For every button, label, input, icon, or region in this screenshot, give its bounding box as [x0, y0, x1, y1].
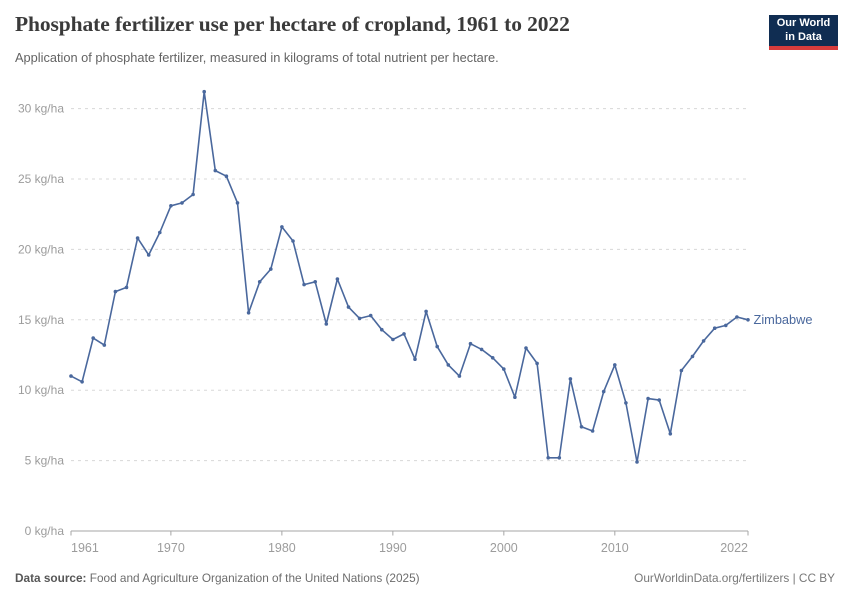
x-axis-label: 2022	[720, 541, 748, 555]
data-point[interactable]	[679, 368, 684, 373]
data-point[interactable]	[380, 327, 384, 332]
data-point[interactable]	[624, 401, 628, 405]
data-point[interactable]	[235, 201, 240, 205]
y-axis-label: 0 kg/ha	[25, 524, 65, 538]
data-point[interactable]	[712, 326, 717, 331]
data-point[interactable]	[457, 374, 462, 378]
data-point[interactable]	[324, 322, 329, 326]
data-point[interactable]	[690, 354, 695, 359]
data-point[interactable]	[479, 347, 484, 352]
x-axis-label: 1970	[157, 541, 185, 555]
data-source: Data source: Food and Agriculture Organi…	[15, 571, 420, 585]
data-point[interactable]	[69, 374, 73, 378]
y-axis-label: 30 kg/ha	[18, 102, 64, 116]
y-axis-label: 15 kg/ha	[18, 313, 64, 327]
owid-logo-line1: Our World	[776, 16, 831, 29]
data-point[interactable]	[391, 337, 395, 342]
owid-logo-line2: in Data	[785, 30, 822, 43]
y-axis-label: 5 kg/ha	[25, 454, 65, 468]
data-point[interactable]	[635, 460, 639, 464]
data-point[interactable]	[213, 168, 218, 173]
data-point[interactable]	[468, 341, 473, 346]
data-point[interactable]	[402, 332, 406, 336]
data-point[interactable]	[124, 285, 129, 290]
data-point[interactable]	[446, 363, 451, 367]
data-point[interactable]	[513, 395, 517, 400]
data-point[interactable]	[335, 277, 340, 281]
data-point[interactable]	[535, 361, 539, 366]
x-axis-label: 2010	[601, 541, 629, 555]
data-point[interactable]	[169, 204, 173, 208]
data-point[interactable]	[91, 336, 95, 340]
data-point[interactable]	[346, 305, 351, 309]
data-point[interactable]	[80, 380, 84, 384]
x-axis-label: 1990	[379, 541, 407, 555]
data-point[interactable]	[413, 357, 417, 362]
data-point[interactable]	[601, 389, 606, 394]
data-point[interactable]	[735, 315, 739, 319]
chart-subtitle: Application of phosphate fertilizer, mea…	[15, 50, 499, 65]
data-point[interactable]	[657, 398, 661, 402]
x-axis-label: 1961	[71, 541, 99, 555]
x-axis-label: 2000	[490, 541, 518, 555]
data-point[interactable]	[490, 356, 495, 360]
series-label-zimbabwe[interactable]: Zimbabwe	[754, 312, 813, 327]
data-point[interactable]	[668, 432, 673, 436]
data-point[interactable]	[191, 192, 195, 197]
data-point[interactable]	[746, 318, 750, 322]
x-axis-label: 1980	[268, 541, 296, 555]
data-point[interactable]	[269, 267, 273, 271]
data-point[interactable]	[146, 253, 151, 257]
data-point[interactable]	[246, 311, 251, 315]
y-axis-label: 25 kg/ha	[18, 172, 64, 186]
data-point[interactable]	[524, 346, 528, 350]
data-point[interactable]	[102, 343, 107, 347]
data-point[interactable]	[302, 282, 306, 287]
data-point[interactable]	[113, 289, 118, 294]
data-point[interactable]	[646, 396, 650, 401]
data-point[interactable]	[435, 344, 440, 349]
chart-footer: Data source: Food and Agriculture Organi…	[15, 571, 835, 585]
data-point[interactable]	[313, 280, 318, 284]
page-title: Phosphate fertilizer use per hectare of …	[15, 12, 570, 36]
data-point[interactable]	[724, 323, 728, 328]
data-point[interactable]	[557, 456, 562, 460]
y-axis-label: 20 kg/ha	[18, 242, 64, 256]
data-point[interactable]	[590, 429, 595, 433]
credit-line: OurWorldinData.org/fertilizers | CC BY	[634, 571, 835, 585]
data-point[interactable]	[291, 239, 295, 243]
data-point[interactable]	[357, 316, 362, 321]
data-point[interactable]	[224, 174, 229, 178]
owid-logo: Our World in Data	[769, 15, 838, 50]
data-point[interactable]	[257, 280, 262, 284]
data-source-text: Food and Agriculture Organization of the…	[86, 571, 420, 585]
data-point[interactable]	[701, 339, 706, 343]
data-point[interactable]	[180, 201, 184, 205]
data-point[interactable]	[158, 230, 162, 235]
series-line-zimbabwe[interactable]	[70, 90, 749, 463]
data-point[interactable]	[502, 367, 506, 371]
data-point[interactable]	[568, 377, 573, 381]
data-point[interactable]	[202, 89, 206, 94]
data-point[interactable]	[546, 456, 550, 460]
data-point[interactable]	[368, 313, 373, 318]
data-point[interactable]	[135, 236, 140, 240]
data-source-label: Data source:	[15, 571, 87, 585]
y-axis-label: 10 kg/ha	[18, 383, 64, 397]
data-point[interactable]	[424, 309, 428, 314]
data-point[interactable]	[280, 225, 284, 229]
data-point[interactable]	[613, 363, 617, 367]
data-point[interactable]	[579, 425, 584, 429]
